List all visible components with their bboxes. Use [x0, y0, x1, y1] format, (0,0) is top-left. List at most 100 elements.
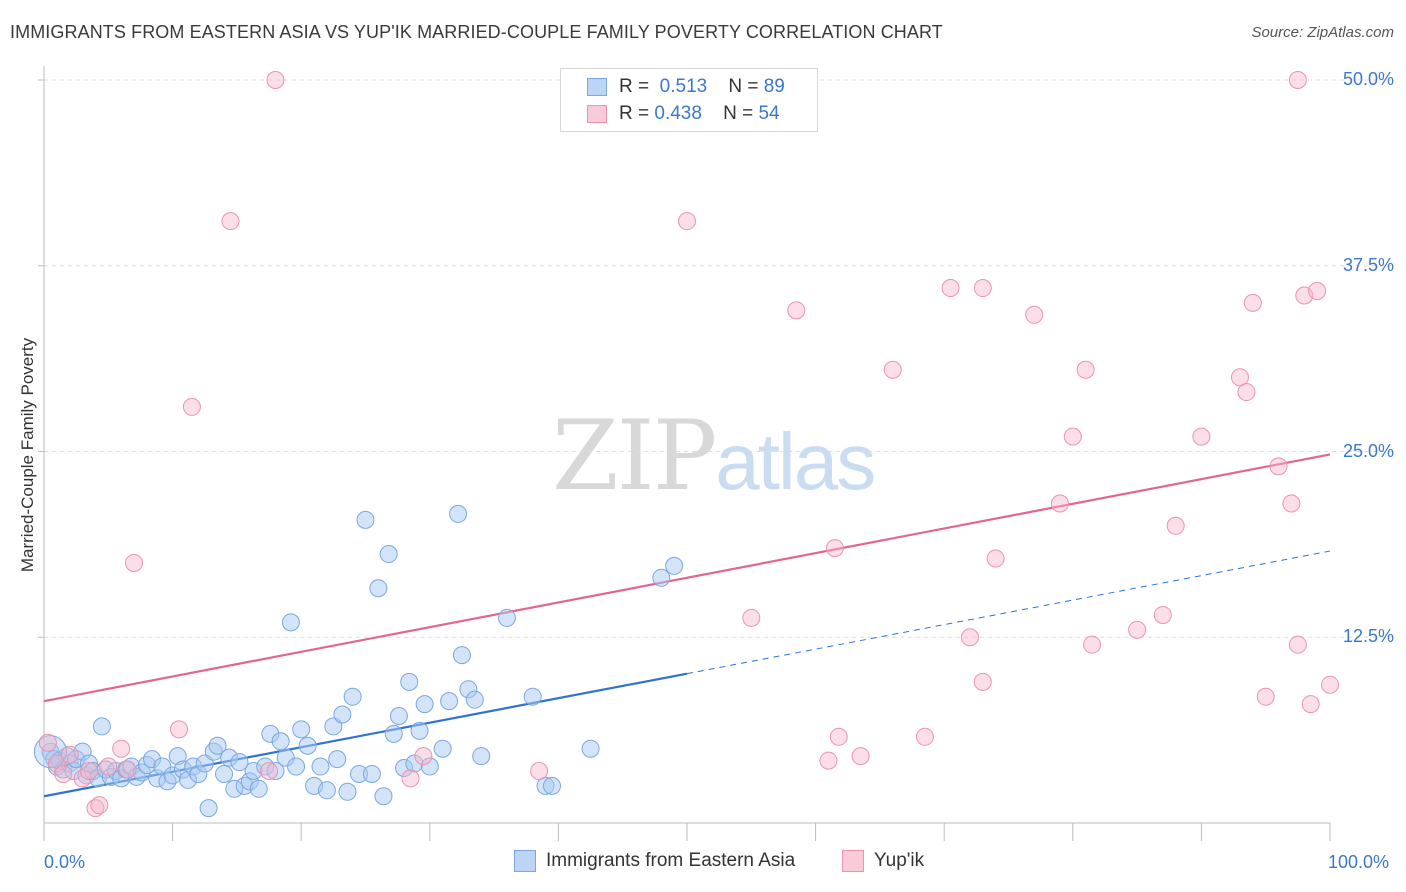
point-eastern-asia	[379, 545, 398, 564]
y-tick-label: 12.5%	[1342, 626, 1394, 647]
y-tick-label: 25.0%	[1342, 440, 1394, 461]
point-yupik	[1288, 635, 1307, 654]
point-yupik	[1083, 635, 1102, 654]
point-yupik	[90, 796, 109, 815]
point-eastern-asia	[208, 736, 227, 755]
point-eastern-asia	[362, 764, 381, 783]
point-eastern-asia	[472, 747, 491, 766]
point-yupik	[1288, 71, 1307, 89]
point-yupik	[38, 733, 57, 752]
bottom-legend-swatch-pink	[842, 850, 864, 872]
point-eastern-asia	[298, 736, 317, 755]
point-yupik	[80, 761, 99, 780]
point-eastern-asia	[369, 579, 388, 598]
point-yupik	[1243, 293, 1262, 312]
legend-n-label: N =	[728, 76, 759, 97]
trend-line-yupik	[43, 453, 1331, 703]
point-yupik	[986, 549, 1005, 568]
y-tick-label: 50.0%	[1342, 69, 1394, 89]
point-yupik	[960, 628, 979, 647]
trend-line-eastern-asia-extension	[686, 550, 1331, 675]
point-yupik	[1269, 457, 1288, 476]
point-yupik	[1050, 494, 1069, 513]
point-eastern-asia	[449, 504, 468, 523]
point-eastern-asia	[665, 556, 684, 575]
point-yupik	[1076, 360, 1095, 379]
point-eastern-asia	[452, 646, 471, 665]
chart-title: IMMIGRANTS FROM EASTERN ASIA VS YUP'IK M…	[10, 22, 943, 42]
axes	[38, 66, 1331, 841]
legend-row-eastern-asia: R = 0.513 N = 89	[587, 75, 785, 99]
point-yupik	[678, 212, 696, 231]
point-eastern-asia	[271, 732, 290, 751]
point-yupik	[825, 539, 844, 558]
point-eastern-asia	[497, 608, 516, 627]
point-eastern-asia	[92, 717, 111, 736]
point-yupik	[1282, 494, 1301, 513]
watermark-atlas: atlas	[715, 417, 876, 506]
point-eastern-asia	[292, 720, 311, 739]
point-eastern-asia	[199, 799, 218, 818]
point-eastern-asia	[356, 510, 375, 529]
point-yupik	[941, 279, 960, 298]
point-eastern-asia	[542, 776, 561, 795]
point-eastern-asia-cluster	[33, 735, 67, 769]
point-eastern-asia	[266, 761, 285, 780]
legend-r-value: 0.513	[659, 76, 708, 97]
point-eastern-asia	[343, 687, 362, 706]
point-eastern-asia	[433, 739, 452, 758]
point-eastern-asia	[420, 757, 439, 776]
point-eastern-asia	[581, 739, 600, 758]
legend-n-value: 89	[763, 76, 785, 97]
point-yupik	[973, 672, 992, 691]
point-eastern-asia	[389, 707, 408, 726]
point-eastern-asia	[415, 695, 434, 714]
legend-r-value: 0.438	[654, 103, 702, 124]
point-yupik	[1166, 516, 1185, 535]
grid-lines	[44, 79, 1394, 638]
point-yupik	[915, 727, 934, 746]
point-yupik	[742, 608, 761, 627]
point-yupik	[99, 757, 118, 776]
point-eastern-asia	[311, 757, 330, 776]
point-yupik	[182, 397, 201, 416]
point-yupik	[47, 754, 66, 773]
point-yupik	[1128, 620, 1147, 639]
legend-n-value: 54	[758, 103, 780, 124]
point-yupik	[170, 720, 189, 739]
bottom-legend-yupik: Yup'ik	[842, 850, 924, 872]
point-eastern-asia	[465, 690, 484, 709]
point-eastern-asia	[400, 672, 419, 691]
point-yupik	[829, 727, 848, 746]
legend-n-label: N =	[723, 103, 754, 124]
legend-swatch-pink	[587, 105, 607, 123]
source-label: Source: ZipAtlas.com	[1251, 24, 1394, 41]
point-eastern-asia	[317, 781, 336, 800]
point-yupik	[1025, 305, 1044, 324]
bottom-legend-label-eastern-asia: Immigrants from Eastern Asia	[546, 850, 796, 871]
point-yupik	[401, 769, 420, 788]
data-points	[33, 71, 1339, 818]
point-yupik	[118, 760, 137, 779]
point-yupik	[851, 747, 870, 766]
point-yupik	[973, 279, 992, 298]
point-eastern-asia	[652, 568, 671, 587]
point-yupik	[54, 764, 73, 783]
legend-r-label: R =	[619, 76, 650, 97]
point-yupik	[1256, 687, 1275, 706]
point-eastern-asia	[374, 787, 393, 806]
point-yupik	[221, 212, 240, 231]
point-eastern-asia	[410, 721, 429, 740]
point-yupik	[125, 553, 144, 572]
legend-swatch-blue	[587, 78, 607, 96]
legend-row-yupik: R = 0.438 N = 54	[587, 102, 780, 126]
point-yupik	[1063, 427, 1082, 446]
point-yupik	[112, 739, 131, 758]
x-tick-min: 0.0%	[44, 852, 86, 872]
point-yupik	[60, 745, 79, 764]
y-axis-label: Married-Couple Family Poverty	[18, 337, 37, 573]
y-tick-label: 37.5%	[1342, 254, 1394, 275]
point-yupik	[1301, 695, 1320, 714]
point-eastern-asia	[230, 753, 249, 772]
